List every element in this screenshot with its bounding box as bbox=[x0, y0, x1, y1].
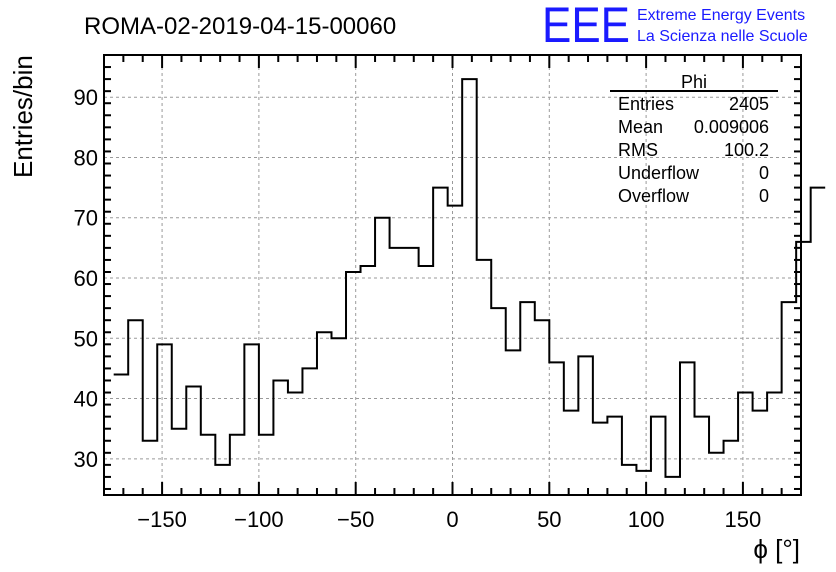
x-tick-label: 50 bbox=[537, 507, 561, 532]
y-tick-label: 70 bbox=[74, 206, 98, 231]
axis-ticks bbox=[103, 55, 802, 495]
y-tick-label: 50 bbox=[74, 326, 98, 351]
stats-row-label: Underflow bbox=[618, 163, 700, 183]
stats-row-value: 0 bbox=[759, 163, 769, 183]
x-tick-label: −50 bbox=[337, 507, 374, 532]
stats-row-label: RMS bbox=[618, 140, 658, 160]
histogram-step-line bbox=[113, 78, 826, 478]
stats-rows: Entries 2405 Mean 0.009006 RMS 100.2 Underflow… bbox=[618, 94, 769, 206]
logo-line-2: La Scienza nelle Scuole bbox=[637, 28, 808, 45]
stats-box: Phi Entries 2405 Mean 0.009006 RMS 100.2 Under… bbox=[610, 72, 778, 206]
stats-row-value: 0 bbox=[759, 186, 769, 206]
y-axis-title: Entries/bin bbox=[8, 55, 38, 178]
x-tick-label: 0 bbox=[446, 507, 458, 532]
stats-row-label: Mean bbox=[618, 117, 663, 137]
stats-row-value: 0.009006 bbox=[694, 117, 769, 137]
y-tick-labels: 30 40 50 60 70 80 90 bbox=[74, 85, 98, 472]
stats-row-value: 100.2 bbox=[724, 140, 769, 160]
stats-row-label: Overflow bbox=[618, 186, 690, 206]
stats-row-label: Entries bbox=[618, 94, 674, 114]
y-tick-label: 60 bbox=[74, 266, 98, 291]
y-tick-label: 90 bbox=[74, 85, 98, 110]
x-tick-label: 150 bbox=[725, 507, 762, 532]
y-tick-label: 30 bbox=[74, 447, 98, 472]
y-tick-label: 80 bbox=[74, 145, 98, 170]
y-tick-label: 40 bbox=[74, 387, 98, 412]
x-tick-label: −100 bbox=[234, 507, 284, 532]
logo-line-1: Extreme Energy Events bbox=[637, 7, 805, 24]
stats-title: Phi bbox=[681, 72, 707, 92]
x-axis-title: ϕ [°] bbox=[753, 534, 800, 564]
x-tick-label: −150 bbox=[137, 507, 187, 532]
run-title: ROMA-02-2019-04-15-00060 bbox=[84, 13, 396, 40]
x-tick-labels: −150 −100 −50 0 50 100 150 bbox=[137, 507, 761, 532]
stats-row-value: 2405 bbox=[729, 94, 769, 114]
x-tick-label: 100 bbox=[628, 507, 665, 532]
eee-logo: EEE bbox=[542, 0, 630, 53]
